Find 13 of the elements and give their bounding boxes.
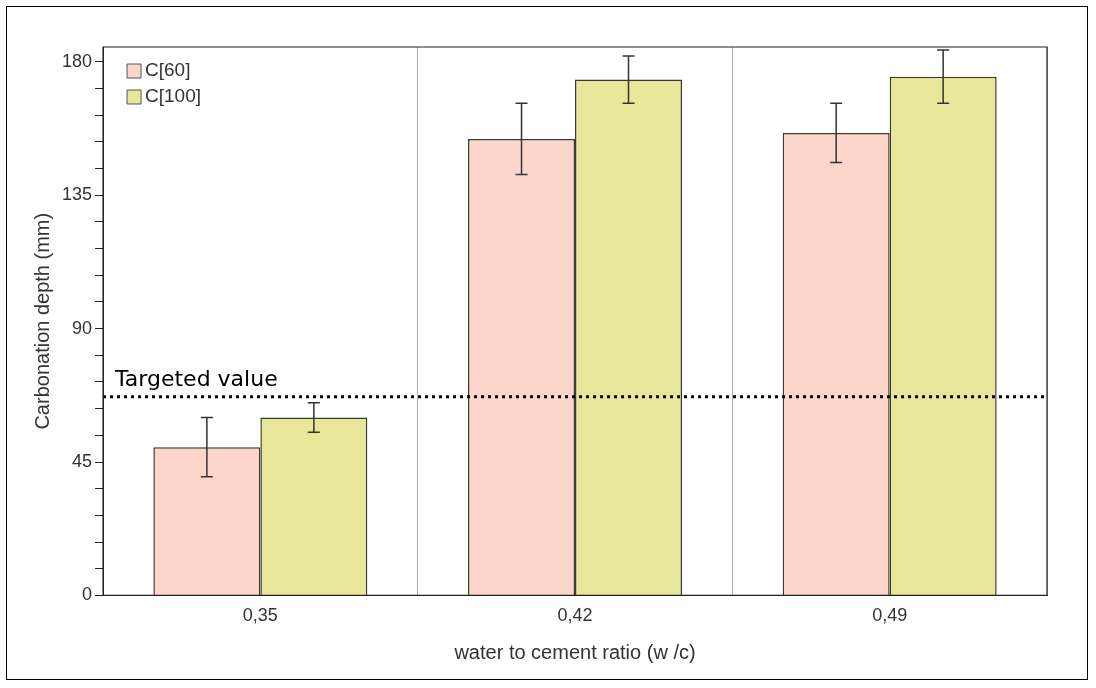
y-axis-title: Carbonation depth (mm) [30,212,53,430]
y-tick-label: 135 [61,184,93,205]
legend-label: C[60] [145,59,191,81]
y-tick-label: 0 [82,584,93,605]
x-tick-label: 0,42 [557,605,593,626]
x-tick-label: 0,35 [242,605,278,626]
x-axis-title: water to cement ratio (w /c) [453,640,696,663]
legend-label: C[100] [145,85,202,107]
ref-line-label: Targeted value [114,365,278,391]
y-tick-label: 45 [72,450,93,471]
y-tick-label: 180 [61,50,93,71]
x-tick-label: 0,49 [872,605,908,626]
y-tick-label: 90 [72,317,93,338]
